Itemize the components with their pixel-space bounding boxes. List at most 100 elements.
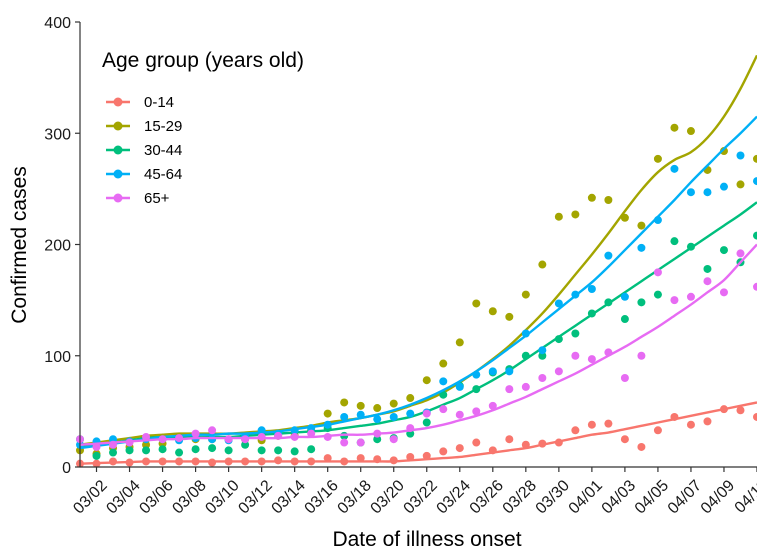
data-point [604,251,613,260]
series-65+ [76,243,757,451]
data-point [422,409,431,418]
x-tick-label: 03/16 [302,477,342,517]
y-axis: 0 100 200 300 400 [44,15,81,477]
data-point [422,376,431,385]
x-tick-label: 03/28 [500,477,540,517]
data-point [422,418,431,427]
y-tick-label: 0 [62,460,71,477]
data-point [571,210,580,219]
data-point [406,452,415,461]
series-0-14 [76,401,757,468]
x-tick-label: 03/08 [169,477,209,517]
data-point [373,415,382,424]
data-point [554,299,563,308]
data-point [488,367,497,376]
legend-label: 65+ [144,190,170,207]
data-point [538,260,547,269]
data-point [587,420,596,429]
data-point [472,407,481,416]
data-point [670,164,679,173]
data-point [637,442,646,451]
data-point [637,221,646,230]
y-tick-label: 200 [44,238,71,255]
data-point [323,454,332,463]
data-point [670,123,679,132]
data-point [753,412,757,421]
legend-swatch-point [113,193,123,203]
data-point [109,435,118,444]
data-point [356,454,365,463]
legend-swatch-point [113,169,123,179]
data-point [753,282,757,291]
x-tick-label: 03/06 [136,477,176,517]
data-point [439,390,448,399]
data-point [653,290,662,299]
x-tick-label: 04/01 [566,477,606,517]
x-tick-label: 03/24 [434,477,474,517]
x-axis: 03/0203/0403/0603/0803/1003/1203/1403/16… [70,466,757,518]
data-point [571,351,580,360]
data-point [620,374,629,382]
data-point [340,398,349,407]
data-point [653,154,662,163]
data-point [719,182,728,191]
legend-item: 30-44 [106,142,182,159]
data-point [290,447,299,456]
data-point [373,435,382,444]
data-point [653,268,662,277]
data-point [637,298,646,307]
data-point [719,246,728,255]
data-point [587,193,596,202]
x-tick-label: 03/04 [103,477,143,517]
data-point [356,438,365,447]
data-point [92,451,101,460]
data-point [686,292,695,301]
series-line [79,201,757,449]
data-point [406,409,415,418]
y-axis-title: Confirmed cases [8,166,31,324]
data-point [472,299,481,308]
data-point [455,410,464,419]
data-point [703,277,712,286]
legend-title: Age group (years old) [102,49,304,72]
data-point [604,419,613,428]
data-point [191,445,200,454]
plot-area [76,54,757,468]
data-point [356,401,365,410]
legend-swatch-point [113,145,123,155]
data-point [439,405,448,414]
data-point [620,213,629,222]
data-point [439,447,448,456]
data-point [109,448,118,457]
x-tick-label: 03/22 [401,477,441,517]
data-point [175,448,184,457]
data-point [753,231,757,240]
data-point [538,351,547,360]
data-point [389,399,398,408]
data-point [455,338,464,347]
data-point [670,296,679,305]
data-point [241,440,250,449]
data-point [439,377,448,386]
legend-label: 0-14 [144,94,174,111]
data-point [703,264,712,273]
x-tick-label: 03/02 [70,477,110,517]
data-point [620,292,629,301]
data-point [373,404,382,413]
data-point [719,147,728,156]
data-point [191,429,200,438]
data-point [703,188,712,197]
data-point [125,446,134,455]
x-tick-label: 03/18 [335,477,375,517]
data-point [604,196,613,204]
series-line [79,401,757,465]
data-point [554,367,563,376]
data-point [637,351,646,360]
x-tick-label: 04/07 [665,477,705,517]
data-point [571,426,580,435]
x-tick-label: 04/03 [599,477,639,517]
legend-item: 65+ [106,190,170,207]
data-point [538,374,547,382]
x-tick-label: 03/26 [467,477,507,517]
